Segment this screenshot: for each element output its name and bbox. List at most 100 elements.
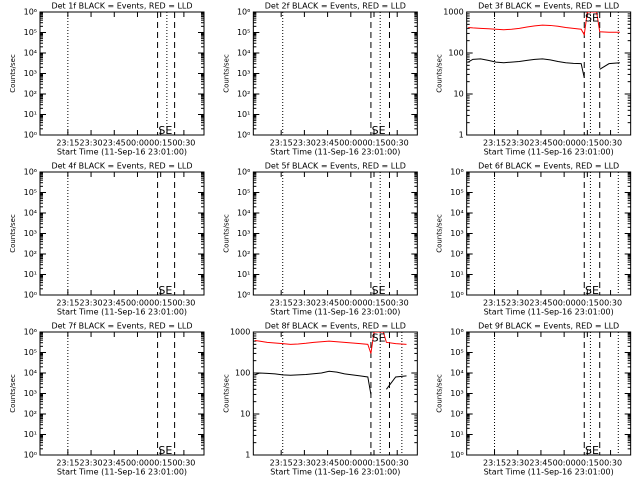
y-tick-label: 10³	[24, 229, 37, 238]
x-tick-label: 00:30	[599, 459, 622, 468]
x-tick-label: 23:15	[56, 139, 79, 148]
y-tick-label: 10	[453, 90, 463, 99]
y-tick-label: 10²	[24, 90, 37, 99]
series-line	[254, 332, 407, 354]
x-tick-label: 23:15	[270, 139, 293, 148]
x-tick-label: 00:15	[576, 139, 599, 148]
x-axis-label: Start Time (11-Sep-16 23:01:00)	[270, 148, 400, 157]
x-tick-label: 23:45	[529, 299, 552, 308]
x-axis-label: Start Time (11-Sep-16 23:01:00)	[270, 468, 400, 477]
x-tick-label: 23:30	[506, 139, 529, 148]
y-tick-label: 10⁶	[237, 8, 250, 17]
annotation: SE	[372, 331, 386, 344]
panel: Det 3f BLACK = Events, RED = LLD Start Ti…	[436, 2, 632, 157]
x-tick-label: 00:30	[386, 459, 409, 468]
chart-title: Det 8f BLACK = Events, RED = LLD	[265, 322, 406, 331]
annotation: SE	[372, 284, 386, 297]
x-tick-label: 00:00	[126, 139, 149, 148]
chart-title: Det 2f BLACK = Events, RED = LLD	[265, 2, 406, 11]
x-tick-label: 23:15	[56, 299, 79, 308]
y-tick-label: 10⁰	[24, 131, 37, 140]
x-tick-label: 00:00	[339, 139, 362, 148]
annotation: SE	[585, 444, 599, 457]
panel: Det 9f BLACK = Events, RED = LLD Start Ti…	[436, 322, 632, 477]
x-tick-label: 00:15	[576, 459, 599, 468]
x-tick-label: 23:30	[80, 139, 103, 148]
annotation: SE	[158, 444, 172, 457]
panel: Det 2f BLACK = Events, RED = LLD Start Ti…	[222, 2, 418, 157]
x-tick-label: 23:15	[483, 299, 506, 308]
y-tick-label: 10⁵	[24, 28, 37, 37]
y-tick-label: 10⁴	[450, 209, 463, 218]
x-tick-label: 23:45	[316, 299, 339, 308]
y-tick-label: 100	[448, 49, 463, 58]
x-tick-label: 23:15	[56, 459, 79, 468]
x-tick-label: 00:00	[553, 299, 576, 308]
chart-title: Det 4f BLACK = Events, RED = LLD	[51, 162, 192, 171]
y-tick-label: 10⁴	[24, 209, 37, 218]
annotation: SE	[372, 124, 386, 137]
y-tick-label: 10¹	[24, 270, 37, 279]
x-tick-label: 23:45	[103, 299, 126, 308]
y-axis-label: Counts/sec	[9, 214, 17, 253]
x-tick-label: 00:30	[172, 139, 195, 148]
y-tick-label: 1	[245, 451, 250, 460]
y-tick-label: 10¹	[237, 110, 250, 119]
y-axis-label: Counts/sec	[222, 214, 230, 253]
chart-title: Det 5f BLACK = Events, RED = LLD	[265, 162, 406, 171]
x-tick-label: 00:00	[339, 299, 362, 308]
y-axis-label: Counts/sec	[222, 54, 230, 93]
y-tick-label: 10¹	[24, 110, 37, 119]
x-tick-label: 23:30	[506, 459, 529, 468]
y-tick-label: 10⁵	[24, 348, 37, 357]
x-axis-label: Start Time (11-Sep-16 23:01:00)	[57, 148, 187, 157]
y-tick-label: 10⁴	[450, 369, 463, 378]
y-tick-label: 10⁴	[237, 209, 250, 218]
x-tick-label: 00:00	[553, 459, 576, 468]
y-tick-label: 10¹	[450, 430, 463, 439]
y-tick-label: 10⁰	[24, 291, 37, 300]
x-tick-label: 23:15	[483, 139, 506, 148]
x-tick-label: 00:00	[126, 299, 149, 308]
x-tick-label: 23:45	[316, 459, 339, 468]
x-tick-label: 00:30	[386, 299, 409, 308]
x-tick-label: 00:30	[172, 299, 195, 308]
x-tick-label: 00:15	[362, 299, 385, 308]
x-tick-label: 23:45	[316, 139, 339, 148]
x-axis-label: Start Time (11-Sep-16 23:01:00)	[484, 148, 614, 157]
y-tick-label: 10³	[237, 229, 250, 238]
x-axis-label: Start Time (11-Sep-16 23:01:00)	[57, 308, 187, 317]
y-tick-label: 10²	[450, 250, 463, 259]
x-tick-label: 00:30	[599, 299, 622, 308]
annotation: SE	[158, 284, 172, 297]
y-tick-label: 10⁵	[237, 188, 250, 197]
y-tick-label: 10⁴	[237, 49, 250, 58]
y-tick-label: 100	[235, 369, 250, 378]
y-tick-label: 10²	[237, 90, 250, 99]
y-tick-label: 10⁰	[237, 291, 250, 300]
y-tick-label: 10⁴	[24, 369, 37, 378]
y-tick-label: 10⁶	[450, 328, 463, 337]
series-line	[467, 58, 620, 78]
y-tick-label: 1000	[443, 8, 463, 17]
y-axis-label: Counts/sec	[436, 214, 444, 253]
x-tick-label: 23:15	[483, 459, 506, 468]
y-tick-label: 1	[459, 131, 464, 140]
y-axis-label: Counts/sec	[436, 374, 444, 413]
y-tick-label: 10²	[450, 410, 463, 419]
x-tick-label: 00:15	[149, 459, 172, 468]
y-tick-label: 10²	[237, 250, 250, 259]
x-tick-label: 23:30	[80, 299, 103, 308]
x-tick-label: 23:30	[293, 299, 316, 308]
y-tick-label: 10⁴	[24, 49, 37, 58]
x-tick-label: 00:15	[149, 139, 172, 148]
y-tick-label: 10¹	[450, 270, 463, 279]
x-axis-label: Start Time (11-Sep-16 23:01:00)	[270, 308, 400, 317]
y-tick-label: 10⁶	[450, 168, 463, 177]
y-tick-label: 10¹	[237, 270, 250, 279]
y-tick-label: 10²	[24, 410, 37, 419]
y-tick-label: 10³	[237, 69, 250, 78]
y-tick-label: 10⁵	[237, 28, 250, 37]
y-tick-label: 10⁵	[24, 188, 37, 197]
